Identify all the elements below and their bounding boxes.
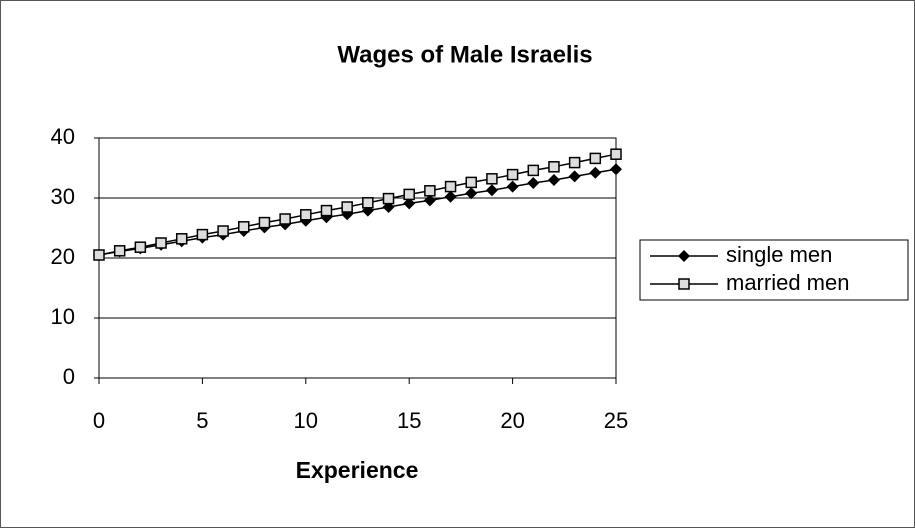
square-marker bbox=[196, 228, 209, 241]
square-marker bbox=[362, 197, 374, 209]
square-marker bbox=[175, 233, 188, 245]
square-marker bbox=[93, 249, 105, 261]
square-marker bbox=[113, 245, 126, 257]
chart-title: Wages of Male Israelis bbox=[337, 41, 592, 68]
x-tick-label: 10 bbox=[294, 408, 318, 433]
x-axis-label: Experience bbox=[296, 457, 419, 483]
square-marker bbox=[300, 209, 312, 221]
legend-label: married men bbox=[726, 270, 849, 295]
square-marker bbox=[320, 204, 333, 217]
square-marker bbox=[155, 237, 167, 249]
square-marker bbox=[258, 216, 271, 229]
square-marker bbox=[527, 164, 540, 177]
legend-label: single men bbox=[726, 242, 832, 267]
diamond-marker bbox=[403, 197, 416, 210]
diamond-marker bbox=[589, 166, 602, 179]
diamond-marker bbox=[485, 184, 498, 197]
y-tick-label: 0 bbox=[63, 364, 75, 389]
square-marker bbox=[424, 185, 436, 197]
x-tick-label: 20 bbox=[500, 408, 524, 433]
square-marker bbox=[217, 225, 229, 237]
x-tick-label: 15 bbox=[397, 408, 421, 433]
y-tick-label: 10 bbox=[51, 304, 75, 329]
square-marker bbox=[444, 180, 457, 193]
diamond-marker bbox=[568, 170, 581, 183]
square-marker bbox=[678, 278, 690, 290]
x-tick-label: 5 bbox=[196, 408, 208, 433]
diamond-marker bbox=[527, 177, 540, 189]
x-tick-label: 0 bbox=[93, 408, 105, 433]
square-marker bbox=[341, 201, 353, 213]
square-marker bbox=[134, 241, 147, 253]
square-marker bbox=[279, 213, 291, 225]
diamond-marker bbox=[547, 174, 560, 186]
square-marker bbox=[610, 148, 622, 160]
square-marker bbox=[589, 152, 602, 165]
legend bbox=[639, 239, 909, 301]
square-marker bbox=[506, 168, 519, 181]
square-marker bbox=[382, 192, 395, 205]
y-tick-label: 40 bbox=[51, 124, 75, 149]
x-tick-label: 25 bbox=[604, 408, 628, 433]
diamond-marker bbox=[678, 250, 690, 262]
diamond-marker bbox=[423, 194, 436, 207]
diamond-marker bbox=[444, 190, 457, 203]
square-marker bbox=[486, 173, 498, 185]
y-tick-label: 20 bbox=[51, 244, 75, 269]
diamond-marker bbox=[465, 187, 478, 200]
diamond-marker bbox=[610, 163, 622, 176]
diamond-marker bbox=[506, 180, 519, 193]
square-marker bbox=[238, 221, 250, 233]
square-marker bbox=[548, 161, 560, 173]
y-tick-label: 30 bbox=[51, 184, 75, 209]
square-marker bbox=[403, 188, 415, 201]
square-marker bbox=[465, 176, 477, 189]
square-marker bbox=[568, 156, 581, 169]
